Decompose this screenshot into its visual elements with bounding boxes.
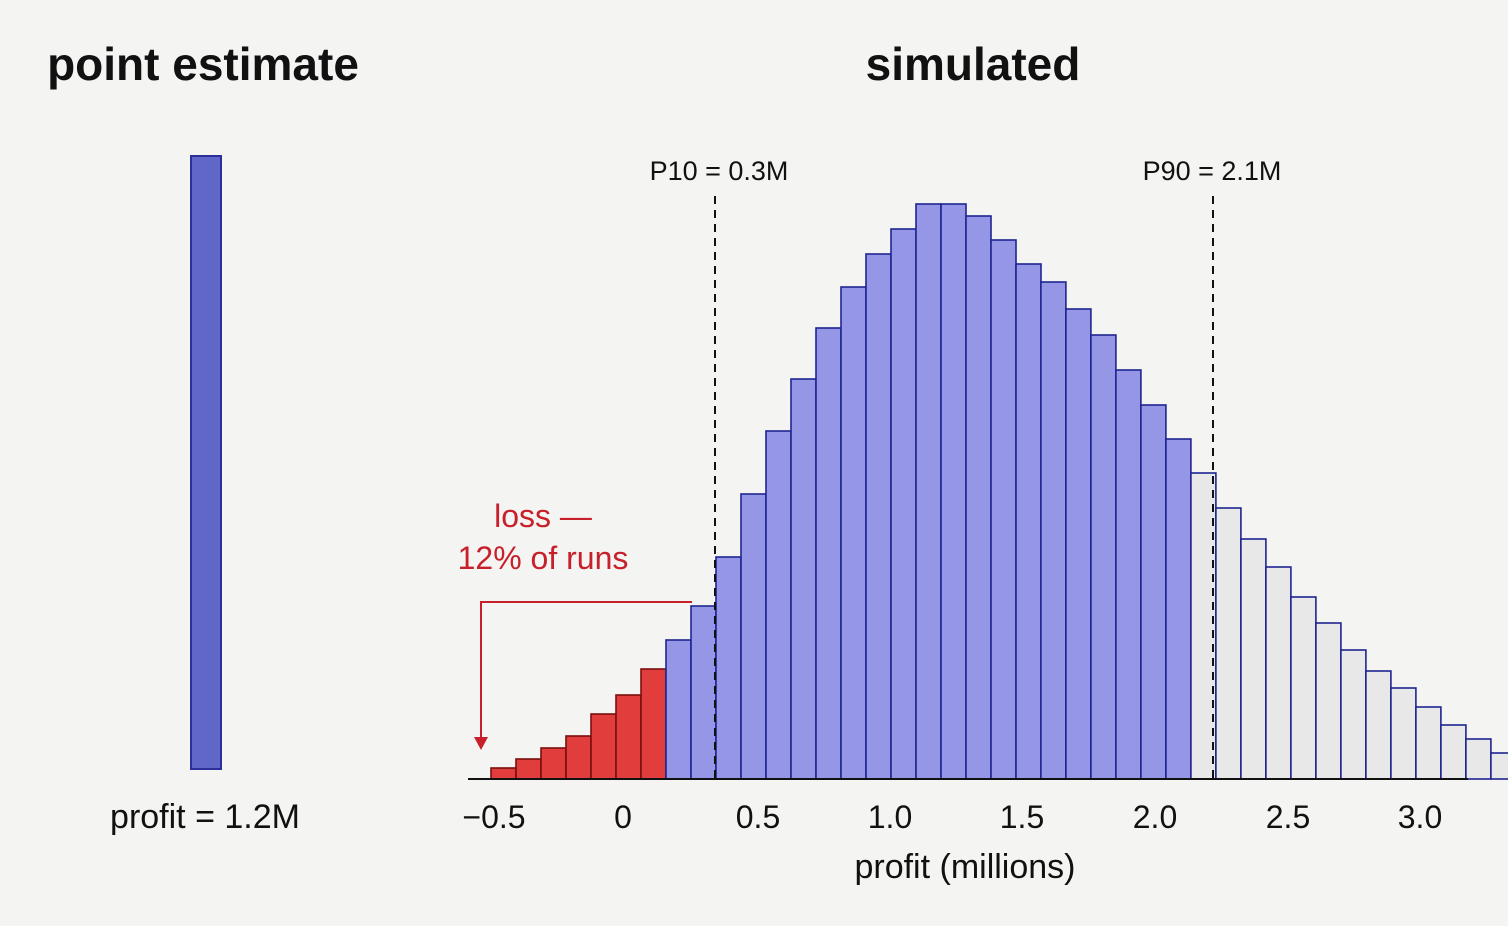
x-tick-label: 3.0 bbox=[1398, 799, 1442, 835]
x-tick-label: 2.5 bbox=[1266, 799, 1310, 835]
histogram-bar bbox=[490, 767, 517, 780]
histogram-bar bbox=[690, 605, 717, 780]
loss-annotation-line1: loss — bbox=[494, 498, 592, 534]
histogram-bar bbox=[1490, 752, 1508, 780]
histogram-bar bbox=[1465, 738, 1492, 780]
x-tick-label: 0 bbox=[614, 799, 632, 835]
histogram-bar bbox=[1315, 622, 1342, 780]
histogram-bar bbox=[565, 735, 592, 780]
x-tick-label: 0.5 bbox=[736, 799, 780, 835]
loss-arrow-head bbox=[474, 737, 488, 750]
histogram-bar bbox=[1340, 649, 1367, 780]
histogram-bar bbox=[940, 203, 967, 780]
x-axis-ticks: −0.5 0 0.5 1.0 1.5 2.0 2.5 3.0 bbox=[462, 799, 1442, 835]
histogram-bar bbox=[915, 203, 942, 780]
histogram-bar bbox=[1115, 369, 1142, 780]
p10-label: P10 = 0.3M bbox=[650, 156, 789, 186]
histogram-bar bbox=[840, 286, 867, 780]
histogram-bar bbox=[665, 639, 692, 780]
histogram-bar bbox=[1240, 538, 1267, 780]
x-tick-label: 1.5 bbox=[1000, 799, 1044, 835]
histogram-bar bbox=[1015, 263, 1042, 780]
histogram-bar bbox=[765, 430, 792, 780]
histogram-bar bbox=[1440, 724, 1467, 780]
p90-label: P90 = 2.1M bbox=[1143, 156, 1282, 186]
histogram-bar bbox=[890, 228, 917, 780]
histogram-bar bbox=[1140, 404, 1167, 780]
histogram-bar bbox=[865, 253, 892, 780]
histogram-bar bbox=[1415, 706, 1442, 780]
histogram-bar bbox=[1165, 438, 1192, 780]
histogram-bar bbox=[1040, 281, 1067, 780]
x-tick-label: 2.0 bbox=[1133, 799, 1177, 835]
histogram-bar bbox=[1390, 687, 1417, 780]
histogram-bar bbox=[965, 215, 992, 780]
histogram-bar bbox=[815, 327, 842, 780]
x-axis-title: profit (millions) bbox=[854, 848, 1075, 886]
point-estimate-label: profit = 1.2M bbox=[110, 798, 300, 836]
histogram-bar bbox=[640, 668, 667, 780]
histogram-bar bbox=[1265, 566, 1292, 780]
histogram-bar bbox=[1190, 472, 1217, 780]
histogram-bars bbox=[490, 203, 1508, 780]
point-estimate-bar bbox=[190, 155, 222, 770]
histogram-bar bbox=[540, 747, 567, 780]
histogram-bar bbox=[615, 694, 642, 780]
histogram-bar bbox=[790, 378, 817, 780]
histogram-bar bbox=[1365, 670, 1392, 780]
x-tick-label: 1.0 bbox=[868, 799, 912, 835]
simulated-title: simulated bbox=[866, 38, 1081, 90]
loss-annotation-arrow bbox=[480, 601, 692, 740]
histogram-bar bbox=[740, 493, 767, 780]
histogram-bar bbox=[1215, 507, 1242, 780]
histogram-bar bbox=[990, 239, 1017, 780]
loss-annotation-line2: 12% of runs bbox=[458, 540, 629, 576]
point-estimate-title: point estimate bbox=[47, 38, 359, 90]
histogram-bar bbox=[515, 758, 542, 780]
histogram-bar bbox=[1065, 308, 1092, 780]
histogram-bar bbox=[1090, 334, 1117, 780]
x-tick-label: −0.5 bbox=[462, 799, 525, 835]
histogram-bar bbox=[715, 556, 742, 780]
histogram-bar bbox=[590, 713, 617, 780]
histogram-bar bbox=[1290, 596, 1317, 780]
